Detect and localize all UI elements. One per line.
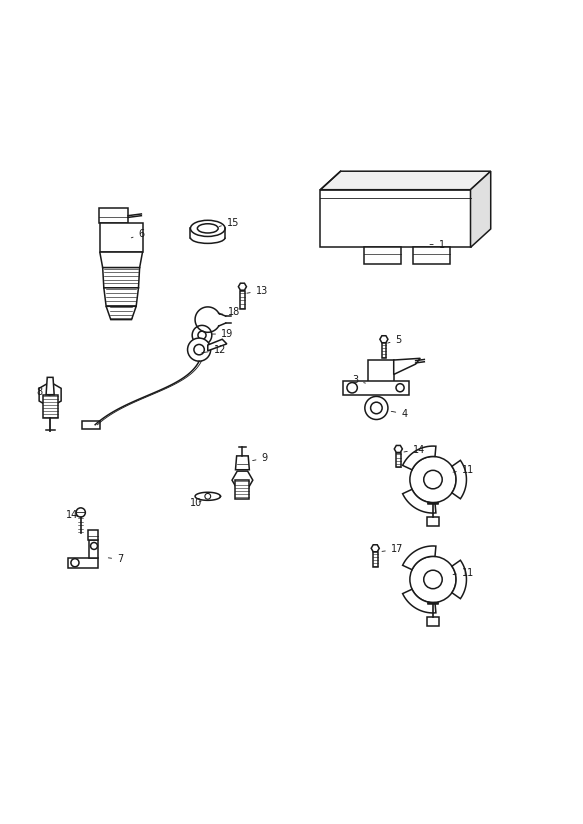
Polygon shape — [87, 530, 98, 541]
Polygon shape — [106, 307, 136, 320]
Text: 4: 4 — [391, 409, 408, 419]
Circle shape — [410, 456, 456, 503]
Text: 18: 18 — [219, 307, 240, 317]
Polygon shape — [46, 377, 54, 395]
Polygon shape — [452, 461, 466, 499]
Text: 11: 11 — [453, 465, 474, 475]
Polygon shape — [103, 268, 140, 288]
Text: 11: 11 — [453, 568, 474, 578]
Text: 14: 14 — [66, 510, 79, 520]
Polygon shape — [39, 382, 61, 407]
Text: 19: 19 — [212, 329, 233, 339]
Polygon shape — [396, 453, 401, 467]
Polygon shape — [368, 360, 394, 389]
Polygon shape — [104, 288, 139, 307]
Polygon shape — [403, 446, 436, 470]
Polygon shape — [99, 208, 128, 223]
Text: 5: 5 — [388, 335, 402, 344]
Circle shape — [192, 325, 212, 345]
Circle shape — [205, 494, 210, 499]
Text: 1: 1 — [430, 240, 445, 250]
Polygon shape — [89, 541, 98, 558]
Text: 9: 9 — [252, 453, 268, 463]
Polygon shape — [208, 339, 227, 351]
Polygon shape — [429, 602, 438, 604]
Polygon shape — [427, 517, 439, 526]
Circle shape — [194, 344, 204, 355]
Polygon shape — [403, 546, 436, 569]
Text: 15: 15 — [219, 218, 239, 227]
Polygon shape — [43, 395, 58, 418]
Polygon shape — [240, 291, 245, 309]
Polygon shape — [236, 480, 250, 499]
Polygon shape — [373, 552, 378, 567]
Text: 8: 8 — [36, 386, 50, 397]
Polygon shape — [380, 335, 388, 343]
Circle shape — [71, 559, 79, 567]
Text: 17: 17 — [382, 545, 403, 555]
Circle shape — [371, 402, 382, 414]
Polygon shape — [470, 171, 491, 247]
Polygon shape — [427, 617, 439, 625]
Polygon shape — [68, 558, 98, 568]
Polygon shape — [100, 223, 142, 252]
Polygon shape — [452, 560, 466, 599]
Text: 10: 10 — [191, 499, 203, 508]
Text: 14: 14 — [404, 444, 425, 455]
Circle shape — [198, 331, 206, 339]
Polygon shape — [394, 446, 402, 452]
Circle shape — [410, 556, 456, 602]
Polygon shape — [403, 589, 436, 613]
Circle shape — [396, 384, 404, 391]
Polygon shape — [321, 190, 470, 247]
Text: 3: 3 — [352, 375, 366, 386]
Polygon shape — [403, 489, 436, 513]
Circle shape — [424, 570, 442, 588]
Polygon shape — [82, 421, 100, 428]
Circle shape — [76, 508, 85, 517]
Polygon shape — [364, 247, 401, 264]
Polygon shape — [394, 358, 420, 374]
Polygon shape — [238, 283, 247, 290]
Polygon shape — [321, 171, 491, 190]
Polygon shape — [236, 456, 250, 470]
Circle shape — [347, 382, 357, 393]
Text: 12: 12 — [202, 345, 226, 355]
Polygon shape — [429, 503, 438, 504]
Polygon shape — [413, 247, 450, 264]
Circle shape — [188, 338, 210, 361]
Text: 13: 13 — [247, 286, 268, 296]
Polygon shape — [232, 471, 253, 489]
Polygon shape — [382, 344, 386, 358]
Polygon shape — [343, 382, 409, 395]
Polygon shape — [371, 545, 380, 552]
Circle shape — [365, 396, 388, 419]
Circle shape — [424, 471, 442, 489]
Circle shape — [90, 542, 97, 550]
Text: 6: 6 — [131, 229, 145, 239]
Text: 7: 7 — [108, 555, 124, 564]
Polygon shape — [100, 252, 142, 268]
